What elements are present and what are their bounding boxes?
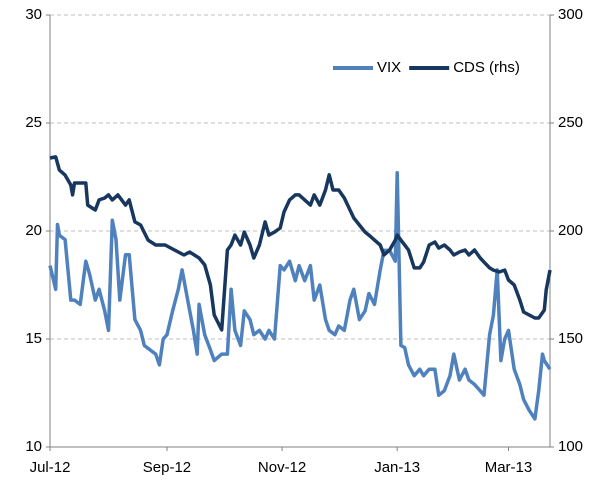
- y2-tick-label: 300: [558, 6, 583, 23]
- y2-tick-label: 100: [558, 438, 583, 455]
- x-tick-label: Jul-12: [30, 459, 71, 476]
- x-tick-label: Jan-13: [374, 459, 420, 476]
- x-tick-label: Mar-13: [485, 459, 533, 476]
- y-tick-label: 20: [25, 222, 42, 239]
- x-tick-label: Nov-12: [258, 459, 306, 476]
- y-tick-label: 10: [25, 438, 42, 455]
- y-tick-label: 25: [25, 114, 42, 131]
- line-series: [49, 155, 552, 332]
- legend-label: CDS (rhs): [453, 59, 520, 76]
- y2-tick-label: 150: [558, 330, 583, 347]
- y2-tick-label: 200: [558, 222, 583, 239]
- legend-label: VIX: [377, 59, 401, 76]
- line-series: [48, 170, 552, 421]
- y-tick-label: 15: [25, 330, 42, 347]
- y2-tick-label: 250: [558, 114, 583, 131]
- y-tick-label: 30: [25, 6, 42, 23]
- x-tick-label: Sep-12: [143, 459, 191, 476]
